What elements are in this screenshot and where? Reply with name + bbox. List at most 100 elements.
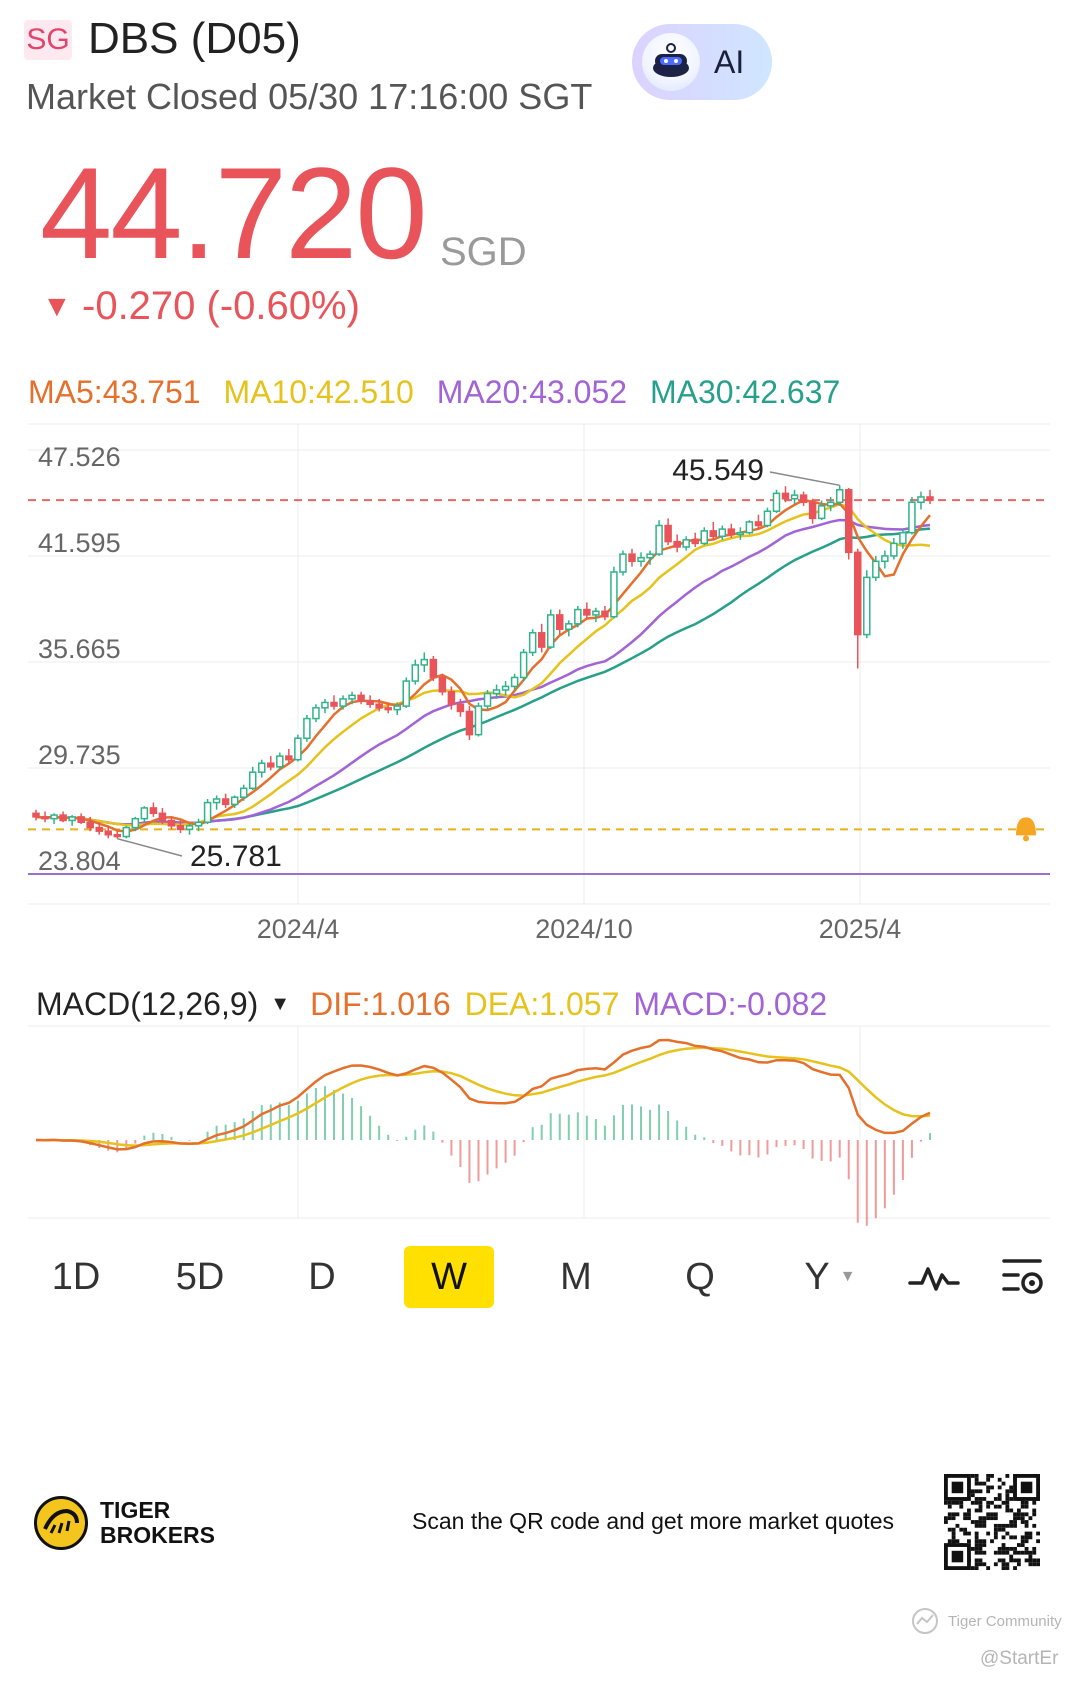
qr-module: [1001, 1566, 1006, 1570]
candle-body: [239, 787, 248, 798]
ma5-value: MA5:43.751: [28, 374, 201, 410]
qr-module: [1028, 1562, 1033, 1567]
qr-module: [1013, 1523, 1017, 1528]
candle-body: [754, 521, 763, 527]
candle-body: [483, 692, 492, 707]
qr-module: [951, 1531, 956, 1536]
x-tick-label: 2025/4: [819, 914, 902, 944]
price-chart[interactable]: 47.526 41.595 35.665 29.735 23.804 2024/4 2024…: [0, 410, 1080, 1230]
candle-body: [727, 528, 736, 536]
qr-module: [951, 1512, 956, 1517]
candle-body: [664, 524, 672, 543]
candle-body: [221, 798, 230, 806]
chart-settings-icon[interactable]: [992, 1246, 1056, 1308]
qr-module: [978, 1546, 983, 1551]
candle-body: [212, 798, 221, 804]
qr-module: [993, 1535, 998, 1540]
candle-body: [68, 816, 76, 822]
tab-y[interactable]: Y ▼: [790, 1246, 870, 1308]
qr-module: [967, 1531, 971, 1536]
candle-body: [230, 796, 239, 806]
qr-module: [947, 1539, 952, 1544]
ai-assistant-button[interactable]: AI: [632, 24, 772, 100]
tab-m[interactable]: M: [560, 1255, 592, 1298]
candle-body: [203, 801, 212, 823]
qr-module: [944, 1500, 948, 1505]
qr-module: [1024, 1535, 1029, 1540]
qr-module: [986, 1512, 991, 1517]
candle-body: [77, 816, 85, 823]
qr-module: [951, 1516, 956, 1521]
tab-w[interactable]: W: [404, 1246, 494, 1308]
qr-module: [1028, 1554, 1033, 1559]
qr-module: [1016, 1562, 1021, 1567]
qr-module: [974, 1546, 979, 1551]
qr-module: [1020, 1516, 1025, 1521]
period-tabs: 1D 5D D W M Q Y ▼: [0, 1246, 1080, 1318]
qr-module: [974, 1562, 979, 1567]
qr-module: [978, 1523, 983, 1528]
qr-module: [1005, 1531, 1010, 1536]
candle-body: [50, 814, 58, 820]
candle-body: [537, 632, 546, 648]
stock-title: DBS (D05): [88, 14, 301, 63]
caret-down-icon[interactable]: ▼: [270, 993, 291, 1015]
qr-module: [982, 1539, 987, 1544]
macd-dea-line: [35, 1046, 931, 1147]
qr-module: [974, 1566, 979, 1570]
qr-cta-text: Scan the QR code and get more market quo…: [412, 1508, 894, 1534]
qr-module: [974, 1520, 979, 1524]
candle-body: [872, 560, 880, 579]
chart-indicator-icon[interactable]: [902, 1246, 966, 1308]
qr-module: [1009, 1546, 1014, 1551]
qr-module: [982, 1523, 987, 1528]
low-leader-line: [117, 837, 183, 857]
candle-body: [565, 623, 573, 630]
macd-indicator-name[interactable]: MACD(12,26,9): [36, 986, 259, 1022]
qr-module: [1020, 1512, 1025, 1517]
qr-module: [1005, 1566, 1010, 1570]
qr-module: [970, 1489, 975, 1494]
tab-q[interactable]: Q: [685, 1255, 715, 1298]
qr-module: [970, 1474, 975, 1478]
qr-module: [951, 1500, 956, 1505]
community-label: Tiger Community: [948, 1612, 1062, 1630]
tab-5d[interactable]: 5D: [175, 1255, 225, 1298]
qr-module: [1013, 1566, 1017, 1570]
qr-module: [1013, 1550, 1017, 1555]
qr-module: [970, 1566, 975, 1570]
qr-module: [951, 1539, 956, 1544]
qr-module: [990, 1539, 994, 1544]
candle-body: [673, 540, 681, 548]
candle-body: [854, 551, 862, 636]
tab-1d[interactable]: 1D: [51, 1255, 101, 1298]
qr-module: [1028, 1516, 1033, 1521]
candle-body: [736, 531, 745, 536]
qr-module: [1016, 1558, 1021, 1563]
candle-body: [519, 651, 528, 679]
qr-module: [1005, 1493, 1010, 1498]
qr-module: [974, 1508, 979, 1513]
qr-module: [955, 1500, 960, 1505]
qr-module: [982, 1550, 987, 1555]
candle-body: [917, 496, 925, 504]
qr-module: [1013, 1520, 1017, 1524]
low-label: 25.781: [190, 840, 282, 873]
tab-d[interactable]: D: [308, 1255, 336, 1298]
qr-module: [974, 1550, 979, 1555]
qr-module: [1005, 1489, 1010, 1494]
candle-body: [258, 762, 266, 773]
candle-body: [131, 817, 140, 829]
qr-module: [997, 1527, 1002, 1532]
qr-module: [1016, 1508, 1021, 1513]
qr-module: [967, 1512, 971, 1517]
price-change: -0.270 (-0.60%): [82, 284, 360, 328]
macd-legend[interactable]: MACD(12,26,9) ▼ DIF:1.016 DEA:1.057 MACD…: [36, 986, 827, 1023]
community-watermark: Tiger Community: [908, 1606, 1062, 1636]
qr-module: [1001, 1546, 1006, 1551]
brand-line-1: TIGER: [100, 1497, 171, 1523]
candle-body: [303, 717, 311, 739]
qr-module: [947, 1504, 952, 1509]
qr-module: [1009, 1485, 1014, 1490]
qr-module: [974, 1558, 979, 1563]
